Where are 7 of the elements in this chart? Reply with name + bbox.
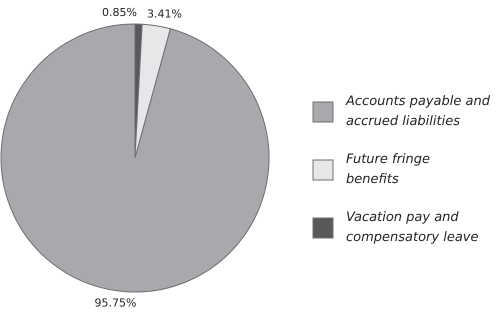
data-label: 0.85% — [102, 6, 137, 19]
legend-label: Accounts payable and accrued liabilities — [345, 94, 491, 129]
data-label: 3.41% — [147, 8, 182, 21]
legend-label: Vacation pay and compensatory leave — [346, 210, 478, 245]
pie-slice — [0, 24, 270, 292]
data-label: 95.75% — [94, 296, 136, 310]
legend-label: Future fringe benefits — [346, 152, 430, 187]
